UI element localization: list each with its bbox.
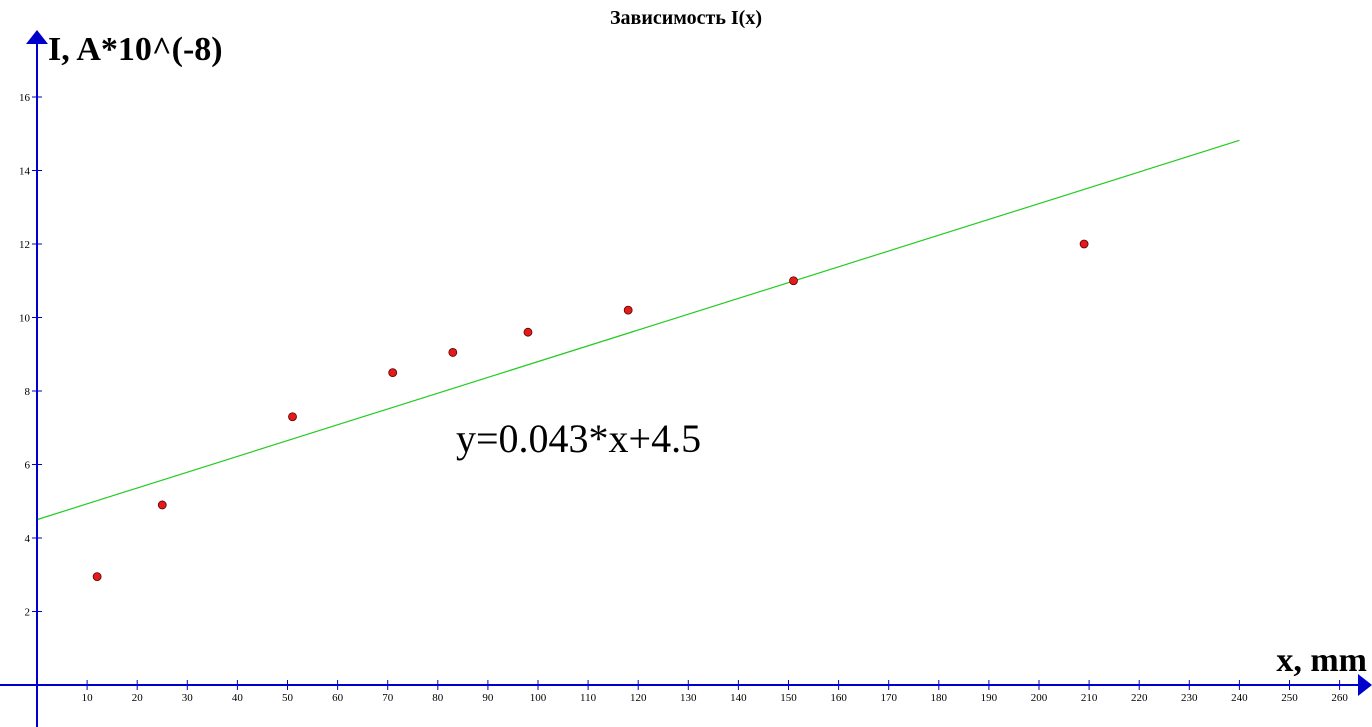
x-tick-label: 60 [332, 692, 344, 704]
y-axis-label: I, A*10^(-8) [48, 31, 223, 68]
x-tick-label: 140 [730, 692, 747, 704]
y-tick-label: 14 [19, 166, 31, 178]
data-point [448, 348, 458, 357]
x-tick-label: 50 [282, 692, 294, 704]
x-tick-label: 110 [580, 692, 597, 704]
y-axis-arrow [26, 30, 48, 44]
x-tick-label: 250 [1281, 692, 1298, 704]
data-point [388, 368, 398, 378]
x-tick-label: 150 [780, 692, 797, 704]
y-tick-label: 4 [25, 533, 31, 545]
data-point [523, 327, 533, 337]
x-tick-label: 90 [482, 692, 494, 704]
data-point [789, 276, 798, 286]
x-tick-label: 100 [530, 692, 547, 704]
x-tick-label: 40 [232, 692, 244, 704]
y-tick-label: 10 [19, 313, 31, 325]
y-tick-label: 2 [25, 607, 31, 619]
chart-title: Зависимость I(x) [610, 7, 762, 29]
x-tick-label: 130 [680, 692, 697, 704]
x-tick-label: 200 [1031, 692, 1048, 704]
x-tick-label: 120 [630, 692, 647, 704]
data-points [92, 239, 1089, 581]
data-point [288, 412, 297, 422]
x-tick-label: 20 [132, 692, 144, 704]
fit-line [36, 139, 1240, 521]
x-tick-label: 210 [1081, 692, 1098, 704]
x-tick-label: 70 [382, 692, 394, 704]
x-tick-label: 10 [82, 692, 94, 704]
data-point [1079, 239, 1089, 249]
x-axis-label: x, mm [1276, 642, 1367, 679]
x-tick-label: 170 [880, 692, 897, 704]
x-tick-label: 160 [830, 692, 847, 704]
y-tick-label: 8 [25, 386, 31, 398]
fit-line-layer [36, 139, 1240, 521]
x-tick-label: 220 [1131, 692, 1148, 704]
x-tick-label: 260 [1331, 692, 1348, 704]
x-tick-label: 80 [432, 692, 444, 704]
axes [0, 30, 1372, 727]
ticks: 10 20 30 40 50 60 70 80 90 100 110 120 130 140 150 160 1… [19, 92, 1348, 704]
data-point [623, 305, 633, 315]
y-tick-label: 6 [25, 460, 31, 472]
x-tick-label: 230 [1181, 692, 1198, 704]
x-tick-label: 30 [182, 692, 194, 704]
x-tick-label: 180 [931, 692, 948, 704]
data-point [92, 572, 102, 581]
y-tick-label: 12 [19, 239, 30, 251]
x-tick-label: 190 [981, 692, 998, 704]
y-tick-label: 16 [19, 92, 31, 104]
x-axis-arrow [1358, 674, 1372, 696]
data-point [157, 500, 167, 510]
x-tick-label: 240 [1231, 692, 1248, 704]
fit-equation: y=0.043*x+4.5 [456, 416, 701, 461]
